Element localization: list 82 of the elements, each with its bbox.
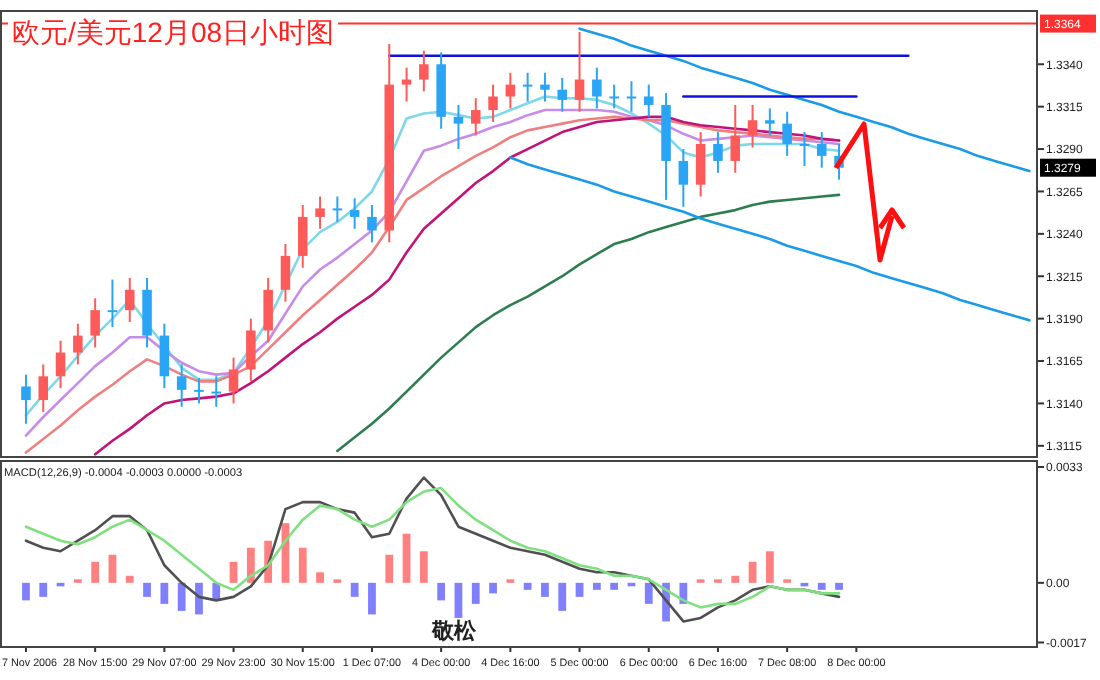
candlestick bbox=[592, 66, 602, 110]
candlestick bbox=[297, 204, 308, 269]
bar bbox=[177, 582, 186, 611]
candlestick bbox=[470, 97, 481, 137]
candlestick bbox=[142, 276, 152, 349]
bar bbox=[195, 582, 203, 615]
candlestick bbox=[332, 195, 343, 223]
line-series bbox=[24, 486, 841, 609]
candlestick bbox=[643, 83, 654, 118]
bar bbox=[523, 582, 532, 590]
chart-title: 欧元/美元12月08日小时图 bbox=[12, 16, 335, 48]
line-series bbox=[336, 193, 841, 453]
candlestick bbox=[194, 376, 204, 405]
bar bbox=[437, 582, 446, 601]
candlestick bbox=[730, 103, 741, 174]
candlestick bbox=[799, 131, 810, 168]
bar bbox=[298, 547, 307, 583]
candlestick bbox=[228, 356, 239, 405]
bar bbox=[368, 582, 376, 615]
candlestick bbox=[73, 322, 83, 366]
line-series bbox=[509, 156, 1031, 322]
bar bbox=[385, 554, 394, 583]
bar bbox=[644, 582, 653, 604]
bar bbox=[125, 575, 134, 583]
bar bbox=[748, 561, 757, 583]
candlestick bbox=[626, 80, 637, 113]
candlestick bbox=[782, 110, 792, 157]
bar bbox=[350, 582, 359, 597]
bar bbox=[419, 551, 428, 583]
candlestick bbox=[609, 83, 619, 110]
bar bbox=[91, 561, 100, 583]
bar bbox=[575, 582, 584, 597]
candlestick bbox=[21, 373, 31, 425]
bar bbox=[610, 582, 619, 590]
candlestick bbox=[211, 375, 222, 408]
candlestick bbox=[315, 195, 325, 230]
candlestick bbox=[522, 71, 533, 103]
bar bbox=[731, 575, 740, 583]
bar bbox=[22, 582, 30, 601]
candlestick bbox=[419, 49, 429, 93]
bar bbox=[160, 582, 169, 604]
candlestick bbox=[159, 322, 170, 390]
bar bbox=[454, 582, 463, 618]
candlestick bbox=[38, 363, 49, 413]
candlestick bbox=[574, 31, 585, 113]
candlestick bbox=[280, 243, 291, 303]
bar bbox=[471, 582, 480, 604]
candlestick bbox=[367, 204, 377, 244]
bar bbox=[835, 582, 843, 590]
candlestick bbox=[747, 103, 758, 149]
bar bbox=[817, 582, 826, 590]
bar bbox=[489, 582, 497, 594]
bar bbox=[229, 561, 238, 583]
candlestick bbox=[401, 66, 412, 103]
candlestick bbox=[765, 107, 775, 137]
bar bbox=[541, 582, 549, 597]
candlestick bbox=[246, 317, 256, 383]
candlestick bbox=[263, 276, 273, 344]
bar bbox=[39, 582, 48, 597]
candlestick bbox=[678, 148, 689, 208]
candlestick bbox=[453, 103, 464, 151]
candlestick bbox=[488, 83, 498, 123]
candlestick bbox=[176, 363, 187, 408]
bar bbox=[558, 582, 567, 611]
candlestick bbox=[90, 297, 100, 349]
candlestick bbox=[349, 197, 360, 230]
line-series bbox=[578, 27, 1031, 173]
line-series bbox=[24, 476, 841, 623]
bar bbox=[402, 533, 411, 583]
bar bbox=[765, 551, 774, 583]
candlestick bbox=[816, 131, 827, 169]
candlestick bbox=[557, 76, 568, 113]
bar bbox=[592, 582, 601, 590]
candlestick bbox=[124, 276, 135, 324]
candlestick bbox=[107, 278, 118, 329]
candlestick bbox=[540, 71, 550, 103]
candlestick bbox=[713, 131, 723, 174]
annotation: 敬松 bbox=[430, 618, 478, 644]
bar bbox=[316, 572, 324, 583]
candlestick bbox=[55, 339, 66, 390]
candlestick bbox=[695, 131, 706, 198]
bar bbox=[143, 582, 151, 597]
